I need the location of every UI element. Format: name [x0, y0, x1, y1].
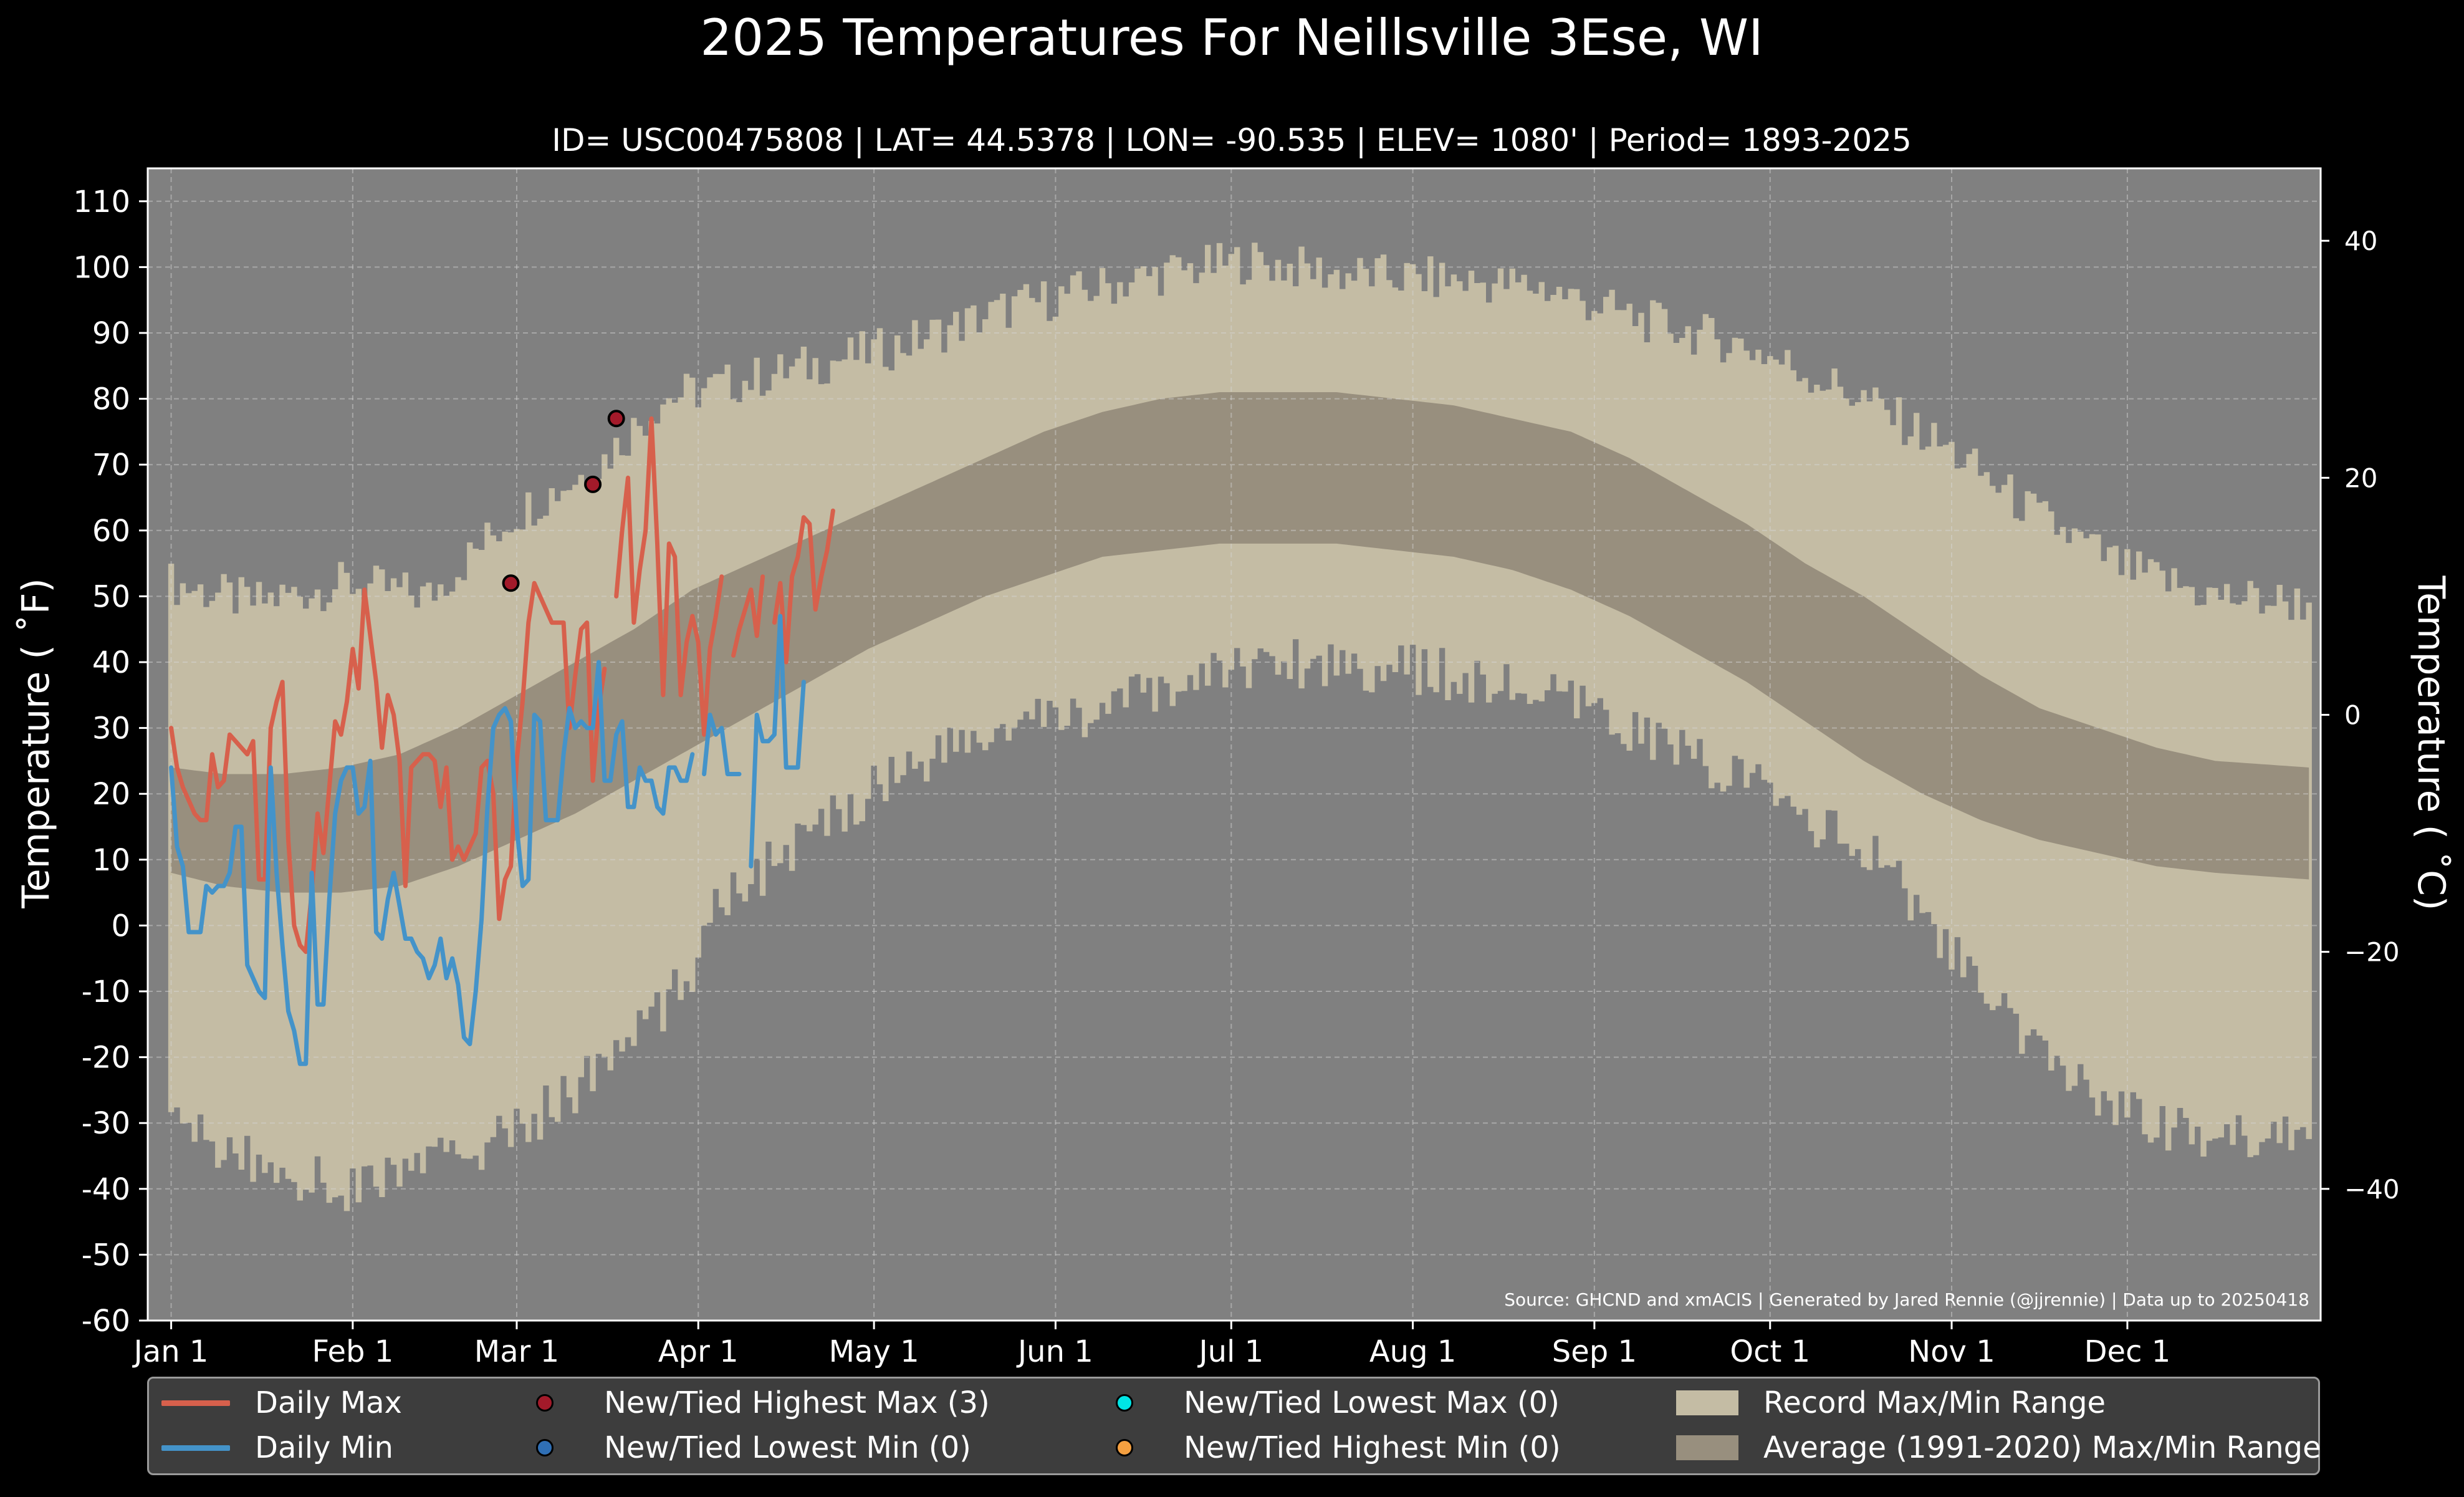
y-tick-label: 10	[92, 843, 130, 878]
x-tick-label: Oct 1	[1730, 1334, 1810, 1369]
legend-item: Daily Min	[161, 1426, 393, 1470]
plot-frame	[146, 167, 2322, 1322]
chart-title: 2025 Temperatures For Neillsville 3Ese, …	[700, 9, 1763, 67]
legend-label: Daily Min	[255, 1430, 393, 1465]
y-tick-label: 30	[92, 711, 130, 746]
legend-item: New/Tied Lowest Max (0)	[1090, 1381, 1560, 1425]
legend-swatch	[161, 1445, 230, 1451]
x-tick-label: Jun 1	[1016, 1334, 1093, 1369]
x-tick-label: Nov 1	[1908, 1334, 1995, 1369]
y-tick-label: 60	[92, 514, 130, 549]
legend-swatch	[1676, 1390, 1738, 1415]
y-tick-label: 80	[92, 382, 130, 417]
y-tick-label: 100	[73, 250, 130, 285]
y-right-tick-label: −40	[2344, 1174, 2400, 1205]
y-tick-label: 50	[92, 579, 130, 614]
legend: Daily Max Daily Min New/Tied Highest Max (…	[147, 1377, 2321, 1475]
x-tick-label: Apr 1	[658, 1334, 739, 1369]
legend-swatch	[1676, 1435, 1738, 1460]
y-right-tick-label: 20	[2344, 463, 2377, 493]
daily-min-line	[749, 614, 806, 869]
daily-max-line	[731, 574, 765, 658]
legend-label: New/Tied Lowest Max (0)	[1184, 1385, 1560, 1420]
x-tick-label: Jul 1	[1197, 1334, 1263, 1369]
legend-item: Daily Max	[161, 1381, 402, 1425]
y-tick-label: -20	[82, 1041, 130, 1076]
record-range-band	[168, 243, 2312, 1211]
legend-item: New/Tied Highest Max (3)	[511, 1381, 990, 1425]
legend-label: New/Tied Highest Min (0)	[1184, 1430, 1561, 1465]
legend-marker-icon	[1116, 1394, 1133, 1412]
daily-min-line	[702, 713, 742, 776]
daily-min-line	[169, 660, 695, 1066]
record-high-marker	[607, 410, 625, 428]
y-tick-label: 90	[92, 316, 130, 351]
y-tick-label: 0	[111, 908, 130, 943]
plot-area	[146, 167, 2322, 1322]
y-axis-label-right: Temperature ( ˚C)	[2409, 575, 2453, 911]
chart-subtitle: ID= USC00475808 | LAT= 44.5378 | LON= -9…	[552, 122, 1912, 158]
legend-marker-icon	[536, 1394, 554, 1412]
normal-range-band	[171, 392, 2309, 893]
y-tick-label: 40	[92, 645, 130, 680]
legend-item: Record Max/Min Range	[1676, 1381, 2106, 1425]
y-tick-label: -30	[82, 1106, 130, 1141]
x-tick-label: Mar 1	[474, 1334, 559, 1369]
record-high-marker	[502, 574, 520, 592]
daily-max-line	[169, 580, 607, 955]
x-tick-label: Sep 1	[1552, 1334, 1637, 1369]
record-high-marker	[584, 475, 602, 493]
source-note: Source: GHCND and xmACIS | Generated by …	[1504, 1289, 2309, 1310]
legend-swatch	[161, 1400, 230, 1406]
y-tick-label: 110	[73, 185, 130, 219]
x-tick-label: Aug 1	[1369, 1334, 1457, 1369]
legend-label: Daily Max	[255, 1385, 402, 1420]
daily-max-line	[614, 416, 724, 737]
y-tick-label: -40	[82, 1172, 130, 1207]
y-tick-label: -50	[82, 1238, 130, 1273]
legend-label: Record Max/Min Range	[1763, 1385, 2106, 1420]
daily-max-line	[772, 508, 835, 665]
legend-label: Average (1991-2020) Max/Min Range	[1763, 1430, 2321, 1465]
x-tick-label: Feb 1	[312, 1334, 393, 1369]
y-tick-label: 20	[92, 777, 130, 812]
y-right-tick-label: 40	[2344, 226, 2377, 256]
y-right-tick-label: 0	[2344, 700, 2361, 730]
legend-label: New/Tied Lowest Min (0)	[604, 1430, 971, 1465]
legend-item: Average (1991-2020) Max/Min Range	[1676, 1426, 2321, 1470]
y-tick-label: -10	[82, 975, 130, 1009]
legend-item: New/Tied Highest Min (0)	[1090, 1426, 1561, 1470]
x-tick-label: Jan 1	[132, 1334, 209, 1369]
y-axis-label: Temperature ( ˚F)	[14, 578, 58, 909]
y-right-tick-label: −20	[2344, 937, 2400, 968]
y-tick-label: 70	[92, 448, 130, 483]
x-tick-label: May 1	[829, 1334, 919, 1369]
legend-label: New/Tied Highest Max (3)	[604, 1385, 990, 1420]
legend-marker-icon	[1116, 1439, 1133, 1456]
y-tick-label: -60	[82, 1304, 130, 1339]
legend-marker-icon	[536, 1439, 554, 1456]
x-tick-label: Dec 1	[2084, 1334, 2171, 1369]
legend-item: New/Tied Lowest Min (0)	[511, 1426, 971, 1470]
